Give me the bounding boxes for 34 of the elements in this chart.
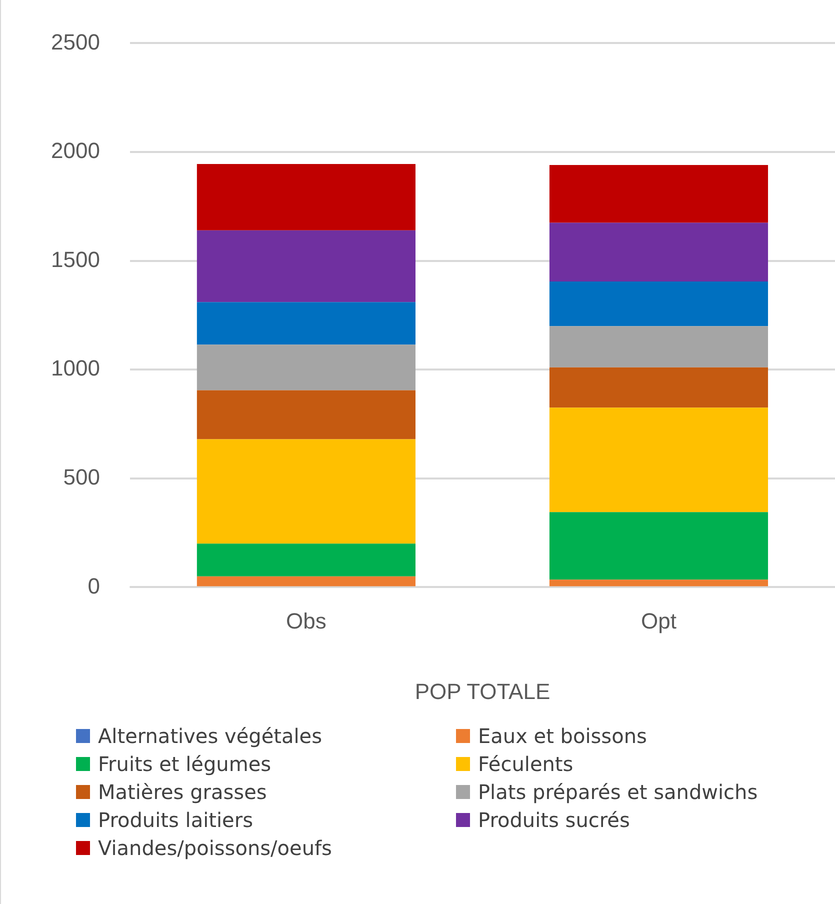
- bar: [549, 326, 768, 368]
- legend-label: Produits sucrés: [478, 808, 630, 832]
- y-tick-label: 2000: [50, 138, 100, 164]
- legend-label: Produits laitiers: [98, 808, 253, 832]
- legend-label: Fruits et légumes: [98, 752, 272, 776]
- legend-label: Matières grasses: [98, 780, 267, 804]
- y-tick-label: 0: [88, 573, 100, 598]
- x-tick-label: Obs: [286, 608, 326, 634]
- bar: [196, 302, 416, 345]
- bar: [549, 165, 768, 223]
- x-tick-label: Opt: [641, 608, 676, 634]
- bar: [196, 576, 416, 586]
- bar: [549, 222, 768, 282]
- bar: [549, 367, 768, 408]
- bar: [196, 164, 416, 230]
- bar: [549, 408, 768, 512]
- legend-label: Féculents: [478, 752, 574, 776]
- legend-label: Viandes/poissons/oeufs: [98, 836, 332, 860]
- bar: [196, 344, 416, 390]
- y-tick-label: 1000: [50, 356, 100, 381]
- bar: [549, 580, 768, 586]
- y-tick-label: 1500: [50, 246, 100, 272]
- bar: [196, 230, 416, 302]
- bar: [196, 544, 416, 576]
- bar: [196, 439, 416, 544]
- legend-label: Alternatives végétales: [98, 724, 322, 748]
- bar: [196, 390, 416, 440]
- bar: [549, 281, 768, 326]
- bar: [549, 512, 768, 580]
- legend-label: Plats préparés et sandwichs: [478, 780, 758, 804]
- y-tick-label: 2500: [50, 29, 100, 54]
- y-tick-label: 500: [63, 464, 100, 490]
- legend-label: Eaux et boissons: [478, 724, 647, 748]
- x-axis-title: POP TOTALE: [414, 678, 550, 704]
